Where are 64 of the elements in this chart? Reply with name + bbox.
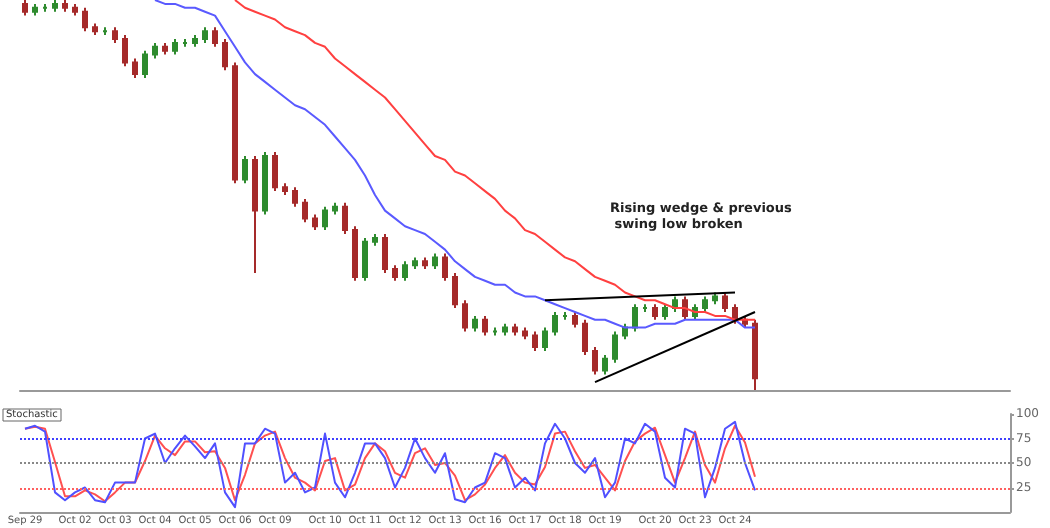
candlestick: [382, 233, 388, 274]
candlestick: [462, 299, 468, 333]
candlestick: [372, 233, 378, 247]
candlestick: [502, 322, 508, 337]
candlestick: [612, 330, 618, 364]
candlestick: [342, 201, 348, 235]
candlestick: [602, 353, 608, 376]
candlestick: [242, 155, 248, 185]
candlestick: [162, 41, 168, 56]
candlestick: [532, 330, 538, 352]
candlestick: [92, 22, 98, 37]
candlestick: [82, 6, 88, 33]
candlestick: [52, 0, 58, 13]
candlestick: [302, 197, 308, 224]
candlestick: [252, 155, 258, 274]
candlestick: [472, 314, 478, 333]
candlestick: [282, 182, 288, 196]
candlestick: [202, 26, 208, 44]
candlestick: [32, 2, 38, 17]
candlestick: [312, 213, 318, 232]
candlestick: [132, 57, 138, 79]
candlestick: [582, 318, 588, 356]
candlestick: [442, 252, 448, 282]
candlestick: [192, 34, 198, 48]
candlestick: [292, 186, 298, 208]
candlestick: [552, 311, 558, 337]
candlestick: [542, 326, 548, 352]
candlestick: [712, 291, 718, 306]
candlestick: [112, 26, 118, 44]
candlestick: [62, 0, 68, 13]
candlestick: [122, 34, 128, 68]
candlestick: [732, 303, 738, 325]
candlestick: [392, 264, 398, 282]
candlestick: [572, 311, 578, 329]
candlestick: [352, 225, 358, 282]
candlestick: [272, 151, 278, 193]
candlestick: [332, 201, 338, 216]
candlestick: [662, 303, 668, 321]
candlestick: [212, 26, 218, 48]
candlestick: [412, 256, 418, 271]
candlestick: [702, 295, 708, 313]
candlestick: [172, 38, 178, 56]
candlestick: [482, 314, 488, 337]
candlestick: [422, 256, 428, 271]
candlestick: [362, 236, 368, 282]
candlestick: [592, 346, 598, 376]
candlestick: [232, 61, 238, 185]
candlestick: [262, 151, 268, 216]
candlestick: [432, 252, 438, 271]
candlestick: [682, 295, 688, 321]
candlestick: [322, 205, 328, 232]
candlestick: [142, 49, 148, 79]
candlestick: [452, 272, 458, 310]
candlestick: [632, 303, 638, 333]
candlestick: [402, 260, 408, 282]
candlestick: [722, 291, 728, 313]
candlestick: [72, 2, 78, 17]
candlestick: [522, 326, 528, 341]
candlestick: [152, 41, 158, 60]
candlestick: [752, 318, 758, 391]
candlestick: [22, 0, 28, 17]
candlestick: [512, 322, 518, 337]
candlestick: [652, 303, 658, 321]
candlestick: [222, 38, 228, 72]
